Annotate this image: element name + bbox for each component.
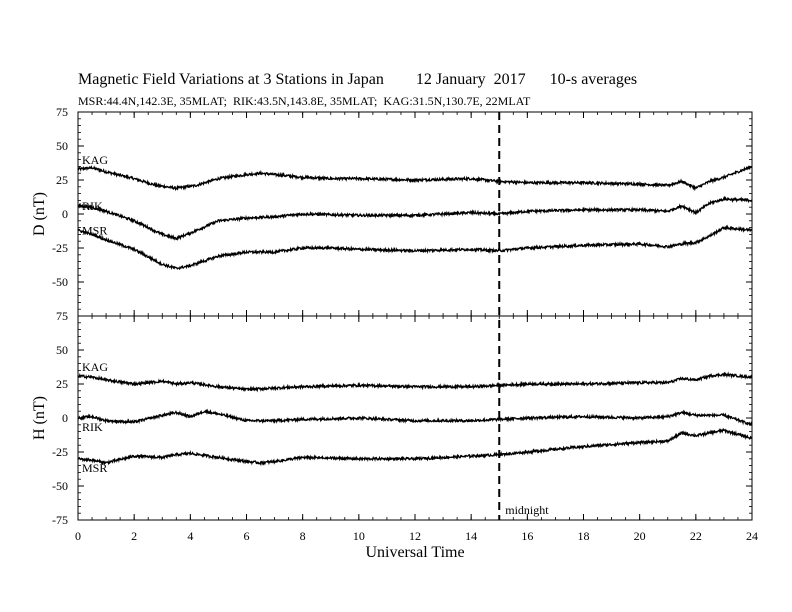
y-tick-label: 0	[62, 411, 68, 425]
x-tick-label: 22	[690, 529, 702, 543]
x-tick-label: 14	[465, 529, 477, 543]
series-label-kag: KAG	[82, 360, 108, 374]
x-tick-label: 16	[521, 529, 533, 543]
series-line-rik	[77, 195, 753, 242]
series-label-rik: RIK	[82, 420, 103, 434]
x-tick-label: 18	[578, 529, 590, 543]
y-tick-label: -50	[52, 275, 68, 289]
x-tick-label: 8	[300, 529, 306, 543]
x-tick-label: 12	[409, 529, 421, 543]
y-tick-label: 75	[56, 309, 68, 323]
y-axis-label: H (nT)	[31, 396, 48, 440]
series-label-rik: RIK	[82, 199, 103, 213]
y-tick-label: 0	[62, 207, 68, 221]
y-tick-label: 50	[56, 139, 68, 153]
y-tick-label: 25	[56, 377, 68, 391]
y-tick-label: -75	[52, 513, 68, 527]
series-label-kag: KAG	[82, 153, 108, 167]
x-tick-label: 2	[131, 529, 137, 543]
y-tick-label: 50	[56, 343, 68, 357]
x-axis-label: Universal Time	[365, 544, 464, 561]
y-tick-label: 75	[56, 105, 68, 119]
x-tick-label: 0	[75, 529, 81, 543]
x-tick-label: 6	[244, 529, 250, 543]
chart-title: Magnetic Field Variations at 3 Stations …	[78, 71, 638, 88]
x-tick-label: 24	[746, 529, 758, 543]
series-line-kag	[77, 165, 753, 192]
series-line-msr	[77, 427, 753, 467]
station-list: MSR:44.4N,142.3E, 35MLAT; RIK:43.5N,143.…	[78, 94, 531, 108]
series-label-msr: MSR	[82, 223, 107, 237]
y-tick-label: -25	[52, 241, 68, 255]
series-label-msr: MSR	[82, 461, 107, 475]
y-tick-label: -25	[52, 445, 68, 459]
y-tick-label: -50	[52, 479, 68, 493]
panel-frame-1	[77, 111, 753, 317]
midnight-label: midnight	[505, 503, 549, 517]
y-axis-label: D (nT)	[31, 192, 48, 236]
x-tick-label: 20	[634, 529, 646, 543]
series-line-rik	[77, 408, 753, 427]
series-line-kag	[77, 371, 753, 393]
y-tick-label: 25	[56, 173, 68, 187]
x-tick-label: 4	[187, 529, 193, 543]
x-tick-label: 10	[353, 529, 365, 543]
series-line-msr	[77, 224, 753, 271]
